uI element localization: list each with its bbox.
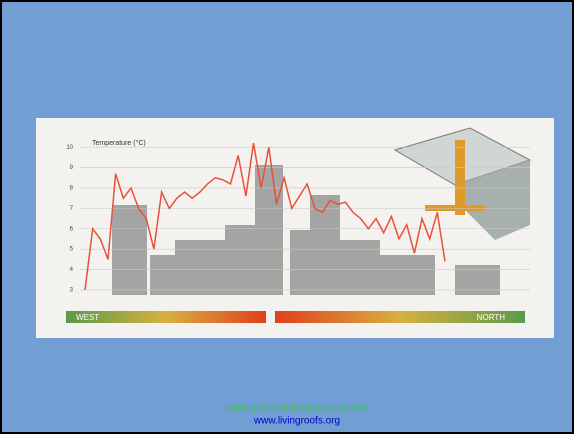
- direction-label: WEST: [76, 313, 99, 322]
- y-tick-label: 10: [66, 145, 73, 151]
- compass-box: [393, 127, 532, 240]
- y-tick-label: 5: [70, 247, 74, 253]
- y-tick-label: 4: [70, 267, 74, 273]
- y-tick-label: 3: [70, 288, 74, 294]
- y-tick-label: 8: [70, 186, 74, 192]
- direction-label: NORTH: [477, 313, 506, 322]
- west-gradient-bar: [66, 311, 266, 323]
- y-tick-label: 9: [70, 165, 74, 171]
- footer-link[interactable]: www.greenroofconsultancy.com: [226, 403, 367, 414]
- y-tick-label: 6: [70, 226, 74, 232]
- temperature-line: [84, 142, 446, 290]
- footer-link[interactable]: www.livingroofs.org: [253, 416, 340, 427]
- y-tick-label: 7: [70, 206, 74, 212]
- chart-title: Temperature (°C): [92, 139, 146, 147]
- north-gradient-bar: [275, 311, 525, 323]
